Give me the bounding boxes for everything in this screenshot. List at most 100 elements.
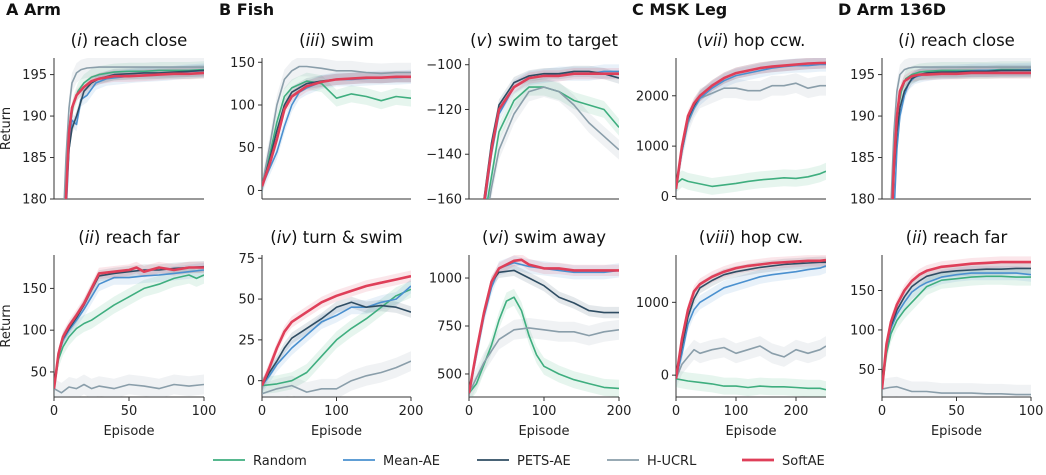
line-random [469, 296, 619, 394]
band-mean-ae [882, 266, 1031, 397]
line-softae [483, 72, 619, 199]
line-h-ucrl [469, 327, 619, 394]
panel-title: (iii) swim [299, 31, 374, 50]
band-h-ucrl [469, 318, 619, 397]
legend-item-h-ucrl: H-UCRL [607, 454, 697, 469]
y-tick-label: 185 [22, 151, 47, 166]
band-pets-ae [469, 264, 619, 397]
panel-fish-iv: (iv) turn & swim 0 25 50 75 0 100 200 Episode [238, 228, 423, 439]
panel-title: (vi) swim away [482, 228, 606, 247]
line-random [676, 378, 826, 391]
panel-msk-viii: (viii) hop cw. 0 1000 0 100 200 Episode [636, 228, 826, 439]
legend: Random Mean-AE PETS-AE H-UCRL SoftAE [213, 454, 825, 469]
line-pets-ae [262, 301, 411, 386]
line-softae [64, 71, 204, 199]
y-tick-label: 1000 [429, 272, 462, 287]
x-axis-label: Episode [931, 424, 982, 439]
line-softae [891, 71, 1031, 199]
series-group [63, 58, 204, 199]
line-mean-ae [882, 272, 1031, 390]
panel-title-text: swim [331, 31, 374, 50]
x-tick-label: 0 [50, 404, 58, 419]
line-softae [676, 258, 826, 379]
line-pets-ae [882, 267, 1031, 390]
y-tick-label: 190 [22, 110, 47, 125]
panel-numeral: iv [277, 228, 292, 247]
x-axis-label: Episode [725, 424, 776, 439]
panel-fish-vi: (vi) swim away 500 750 1000 0 100 200 Episode [429, 228, 632, 439]
x-tick-label: 50 [948, 404, 965, 419]
panel-arm-i: (i) reach close 180 185 190 195 Return [0, 31, 204, 208]
panel-title-text: reach close [921, 31, 1015, 50]
y-tick-label: 150 [850, 284, 875, 299]
series-group [262, 58, 411, 197]
series-group [882, 256, 1031, 397]
band-random [469, 288, 619, 397]
line-pets-ae [676, 261, 826, 379]
group-label-arm: A Arm [6, 0, 61, 19]
band-random [262, 280, 411, 395]
y-tick-label: 50 [858, 363, 875, 378]
y-axis-label: Return [0, 304, 14, 347]
panel-title: (ii) reach far [78, 228, 180, 247]
series-group [54, 261, 204, 397]
band-pets-ae [54, 261, 204, 395]
legend-item-pets-ae: PETS-AE [477, 454, 571, 469]
y-tick-label: 0 [247, 184, 255, 199]
line-random [676, 170, 826, 188]
band-mean-ae [262, 278, 411, 393]
y-tick-label: −120 [426, 103, 462, 118]
line-mean-ae [54, 269, 204, 389]
panel-title: (viii) hop cw. [699, 228, 803, 247]
legend-item-mean-ae: Mean-AE [343, 454, 440, 469]
y-tick-label: 185 [850, 151, 875, 166]
x-tick-label: 100 [532, 404, 557, 419]
panel-title: (i) reach close [71, 31, 188, 50]
y-tick-label: 25 [238, 333, 255, 348]
line-random [262, 80, 411, 187]
line-mean-ae [676, 63, 826, 190]
band-random [676, 162, 826, 195]
group-label-arm-136d: D Arm 136D [838, 0, 946, 19]
y-tick-label: 0 [247, 374, 255, 389]
y-tick-label: 190 [850, 110, 875, 125]
y-tick-label: 195 [850, 68, 875, 83]
panel-title: (i) reach close [898, 31, 1015, 50]
band-mean-ae [894, 62, 1031, 199]
panel-fish-iii: (iii) swim 0 50 100 150 [230, 31, 411, 200]
band-random [54, 266, 204, 397]
panel-title-text: hop ccw. [734, 31, 806, 50]
line-h-ucrl [63, 66, 204, 199]
y-tick-label: 180 [22, 193, 47, 208]
y-tick-label: 50 [238, 293, 255, 308]
x-axis-label: Episode [518, 424, 569, 439]
x-tick-label: 100 [1019, 404, 1044, 419]
band-h-ucrl [262, 351, 411, 397]
x-tick-label: 0 [672, 404, 680, 419]
legend-label: SoftAE [782, 454, 825, 469]
y-tick-label: 180 [850, 193, 875, 208]
y-tick-label: 150 [22, 282, 47, 297]
y-tick-label: 100 [230, 99, 255, 114]
panel-numeral: ii [912, 228, 922, 247]
y-tick-label: −140 [426, 148, 462, 163]
panel-title: (vii) hop ccw. [697, 31, 806, 50]
panel-title: (v) swim to target [470, 31, 618, 50]
x-tick-label: 200 [784, 404, 809, 419]
panel-arm136-ii: (ii) reach far 50 100 150 0 50 100 Episode [850, 228, 1043, 439]
line-h-ucrl [488, 86, 619, 199]
y-tick-label: 500 [437, 367, 462, 382]
panel-numeral: viii [705, 228, 729, 247]
series-group [483, 64, 619, 199]
band-h-ucrl [676, 73, 826, 199]
series-group [676, 255, 826, 397]
band-h-ucrl [487, 77, 619, 199]
panel-numeral: vi [488, 228, 503, 247]
line-mean-ae [262, 285, 411, 387]
panel-title: (ii) reach far [906, 228, 1008, 247]
panel-numeral: ii [85, 228, 95, 247]
band-random [486, 78, 619, 199]
line-random [54, 274, 204, 389]
y-tick-label: −160 [426, 193, 462, 208]
panel-title-text: reach far [106, 228, 180, 247]
